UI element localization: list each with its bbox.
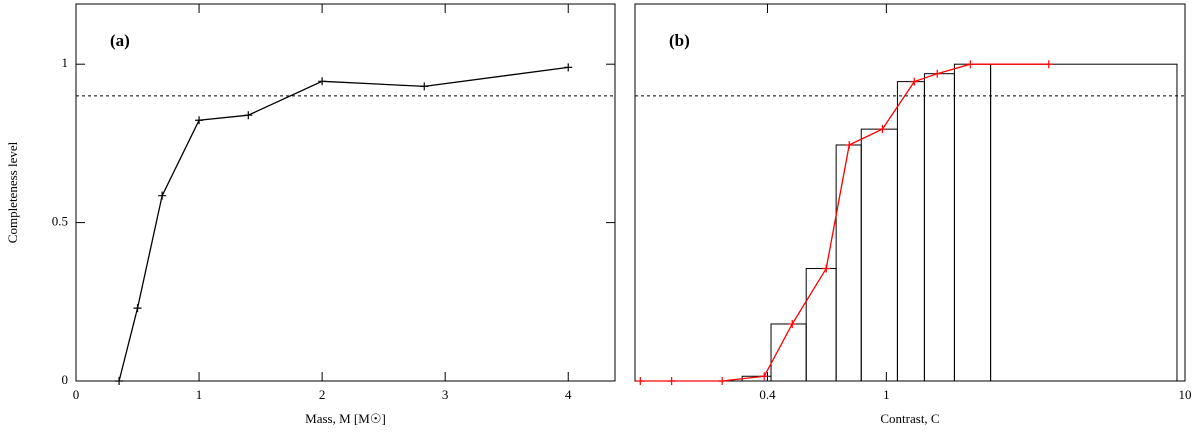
y-axis-label: Completeness level — [5, 141, 20, 243]
data-point — [667, 377, 676, 385]
plot-frame — [75, 3, 616, 382]
data-point — [115, 377, 124, 385]
data-point — [1044, 60, 1053, 69]
data-point — [636, 377, 645, 385]
data-point — [195, 116, 204, 125]
y-tick-label: 0.5 — [52, 214, 68, 229]
histogram-bar — [953, 63, 992, 382]
histogram-bar — [896, 81, 925, 382]
data-point — [718, 377, 727, 385]
data-line — [640, 63, 1049, 382]
histogram-bar — [923, 73, 955, 382]
x-tick-label: 3 — [442, 387, 449, 402]
plot-frame — [634, 3, 1186, 382]
data-line — [118, 66, 569, 382]
data-point — [564, 63, 573, 72]
data-point — [133, 304, 142, 313]
histogram-bar — [835, 144, 862, 382]
panel-label: (a) — [110, 31, 130, 50]
x-tick-label: 1 — [883, 387, 890, 402]
histogram-bar — [860, 128, 898, 382]
x-tick-label: 4 — [565, 387, 572, 402]
data-point — [788, 319, 797, 328]
data-point — [158, 191, 167, 200]
x-tick-label: 2 — [319, 387, 326, 402]
data-point — [822, 264, 831, 273]
data-point — [933, 69, 942, 78]
histogram-bar — [990, 63, 1178, 382]
histogram-bar — [805, 268, 837, 382]
data-point — [878, 125, 887, 134]
data-point — [760, 372, 769, 381]
x-tick-label: 0 — [73, 387, 80, 402]
data-point — [910, 77, 919, 86]
data-point — [318, 77, 327, 86]
data-point — [420, 82, 429, 91]
data-point — [845, 140, 854, 149]
x-axis-label: Contrast, C — [880, 411, 939, 426]
data-point — [244, 111, 253, 120]
x-tick-label: 0.4 — [759, 387, 776, 402]
x-tick-label: 1 — [196, 387, 203, 402]
x-axis-label: Mass, M [M☉] — [305, 411, 386, 426]
panel-label: (b) — [669, 31, 690, 50]
y-tick-label: 1 — [62, 55, 69, 70]
y-tick-label: 0 — [62, 372, 69, 387]
x-tick-label: 10 — [1179, 387, 1192, 402]
data-point — [966, 60, 975, 69]
